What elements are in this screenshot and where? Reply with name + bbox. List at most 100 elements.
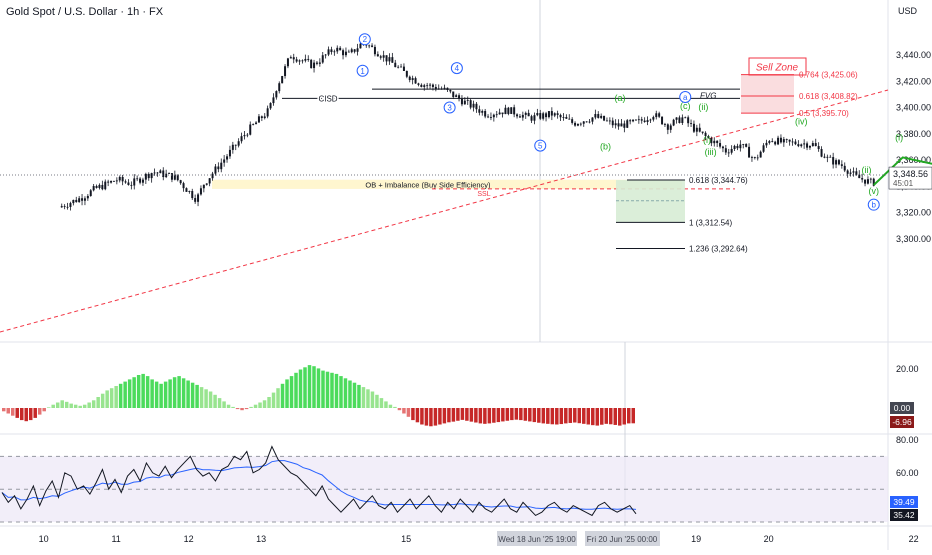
candle-body: [460, 98, 463, 105]
oscillator-bar: [600, 408, 604, 425]
sell-zone-label: Sell Zone: [756, 63, 799, 74]
candle-body: [475, 103, 478, 110]
oscillator-bar: [366, 389, 370, 408]
time-tick-label: 22: [909, 534, 919, 544]
candle-body: [440, 88, 443, 90]
oscillator-bar: [127, 379, 132, 408]
oscillator-bar: [483, 408, 487, 424]
oscillator-bar: [519, 408, 523, 421]
wave-label-green: (iv): [795, 117, 808, 127]
oscillator-bar: [100, 393, 105, 408]
candle-body: [391, 57, 394, 63]
time-tick-label: 15: [401, 534, 411, 544]
candle-body: [640, 119, 643, 121]
candle-body: [185, 188, 188, 192]
candle-body: [101, 184, 104, 190]
candle-body: [133, 178, 136, 186]
candle-body: [516, 114, 519, 117]
oscillator-value2-badge: [890, 416, 914, 428]
candle-body: [788, 139, 791, 142]
candle-body: [223, 159, 226, 163]
candle-body: [571, 119, 574, 123]
candle-body: [547, 111, 550, 118]
candle-body: [382, 55, 385, 58]
candle-body: [634, 119, 637, 121]
oscillator-bar: [361, 387, 366, 408]
candle-body: [429, 84, 432, 86]
candle-body: [359, 43, 362, 49]
oscillator-bar: [307, 365, 312, 408]
candle-body: [168, 173, 171, 174]
rsi-value-badge: [890, 509, 918, 521]
wave-label-blue: 4: [455, 64, 460, 73]
oscillator-bar: [222, 401, 226, 408]
candle-body: [72, 199, 75, 204]
oscillator-bar: [577, 408, 582, 424]
oscillator-bar: [109, 388, 114, 408]
candle-body: [861, 178, 864, 180]
time-tick-label: 10: [39, 534, 49, 544]
oscillator-bar: [64, 401, 69, 408]
candle-body: [408, 76, 411, 81]
candle-body: [353, 49, 356, 52]
candle-body: [690, 123, 693, 124]
candle-body: [707, 136, 710, 138]
candle-body: [228, 149, 231, 157]
candle-body: [255, 122, 258, 125]
candle-body: [246, 134, 249, 136]
candle-body: [591, 117, 594, 122]
candle-body: [327, 49, 330, 55]
candle-body: [324, 54, 327, 56]
oscillator-bar: [523, 408, 528, 421]
candle-body: [527, 112, 530, 117]
time-tick-label: 20: [764, 534, 774, 544]
candle-body: [336, 47, 339, 52]
candle-body: [466, 100, 469, 101]
oscillator-bar: [55, 402, 60, 408]
candle-body: [405, 70, 408, 77]
oscillator-bar: [456, 408, 460, 421]
time-highlight-label: Fri 20 Jun '25 00:00: [587, 535, 658, 544]
candle-body: [626, 120, 629, 128]
candle-body: [484, 111, 487, 117]
candle-body: [252, 124, 255, 125]
candle-body: [170, 173, 173, 180]
candle-body: [373, 46, 376, 55]
candle-body: [269, 103, 272, 109]
candle-body: [115, 180, 118, 182]
candle-body: [779, 137, 782, 143]
oscillator-bar: [186, 380, 190, 408]
candle-body: [710, 137, 713, 144]
oscillator-bar: [289, 376, 294, 408]
candle-body: [785, 139, 788, 140]
candle-body: [281, 76, 284, 84]
candle-body: [124, 181, 127, 183]
candle-body: [66, 206, 69, 208]
candle-body: [806, 143, 809, 148]
oscillator-bar: [514, 408, 519, 420]
oscillator-bar: [474, 408, 478, 423]
candle-body: [289, 57, 292, 59]
candle-body: [533, 115, 536, 121]
candle-body: [240, 136, 243, 142]
candle-body: [199, 188, 202, 195]
candle-body: [768, 141, 771, 143]
candle-body: [739, 144, 742, 149]
candles: [60, 41, 875, 211]
rsi-tick-label: 80.00: [896, 435, 919, 445]
oscillator-bar: [91, 400, 96, 408]
candle-body: [434, 86, 437, 90]
candle-body: [652, 117, 655, 120]
oscillator-bar: [141, 373, 145, 408]
oscillator-bar: [258, 402, 262, 408]
oscillator-bar: [528, 408, 532, 422]
oscillator-bar: [352, 382, 357, 408]
oscillator-bar: [595, 408, 600, 426]
oscillator-bar: [10, 408, 15, 416]
candle-body: [727, 152, 730, 154]
candle-body: [692, 123, 695, 132]
oscillator-bar: [532, 408, 537, 423]
candle-body: [600, 115, 603, 118]
oscillator-bar: [159, 383, 163, 408]
